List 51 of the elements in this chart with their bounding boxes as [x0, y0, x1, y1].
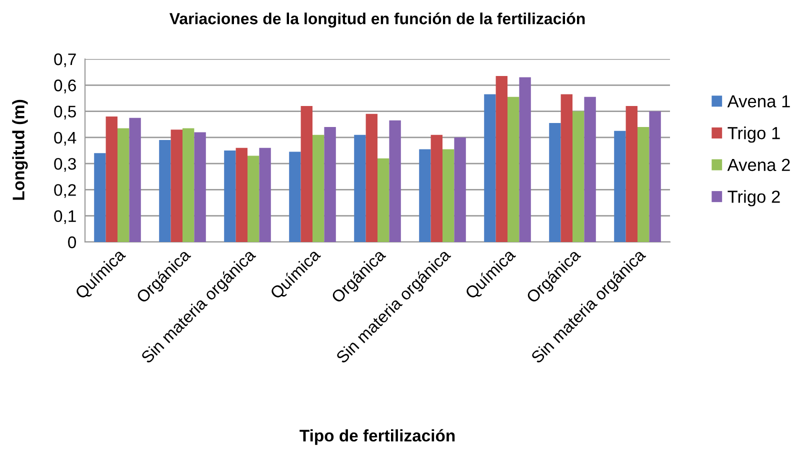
bar: [106, 116, 118, 242]
bar: [508, 96, 520, 242]
bar: [484, 94, 496, 242]
bar: [366, 114, 378, 242]
y-tick-label: 0,5: [54, 106, 76, 120]
bar: [496, 76, 508, 242]
bar: [312, 134, 324, 242]
y-tick-label: 0,1: [54, 210, 76, 224]
bar: [194, 132, 206, 242]
bar: [170, 130, 182, 242]
bar: [519, 77, 531, 242]
bar: [159, 140, 171, 242]
bar: [354, 134, 366, 242]
y-axis-title: Longitud (m): [12, 100, 28, 200]
bar: [649, 111, 661, 242]
bar: [378, 158, 390, 242]
bar: [572, 111, 584, 242]
bar: [259, 148, 271, 242]
bar: [560, 94, 572, 242]
bar: [324, 126, 336, 242]
x-axis-title: Tipo de fertilización: [300, 429, 455, 445]
bar: [454, 137, 466, 242]
chart-title: Variaciones de la longitud en función de la fertilización: [170, 12, 585, 28]
y-tick-label: 0,6: [54, 80, 76, 94]
y-tick-label: 0,2: [54, 184, 76, 198]
bar: [300, 106, 312, 242]
bar: [584, 96, 596, 242]
legend-label: Trigo 1: [728, 126, 780, 143]
y-tick-label: 0,3: [54, 158, 76, 172]
bar: [289, 152, 301, 242]
y-tick-label: 0: [68, 236, 76, 248]
bar: [248, 156, 260, 242]
bar: [442, 149, 454, 242]
bar: [549, 123, 561, 242]
bar: [224, 150, 236, 242]
bar: [236, 148, 248, 242]
bar: [118, 128, 130, 242]
legend-label: Trigo 2: [728, 190, 780, 206]
bar: [430, 134, 442, 242]
bar: [626, 106, 638, 242]
bar: [182, 128, 194, 242]
bar: [614, 130, 626, 242]
bar: [129, 118, 141, 242]
y-tick-label: 0,7: [54, 53, 76, 68]
bar: [389, 120, 401, 242]
bar: [94, 153, 106, 242]
legend-label: Avena 1: [727, 95, 790, 108]
legend-label: Avena 2: [727, 158, 790, 172]
bar: [419, 149, 431, 242]
bar: [638, 126, 650, 242]
y-tick-label: 0,4: [54, 132, 76, 146]
